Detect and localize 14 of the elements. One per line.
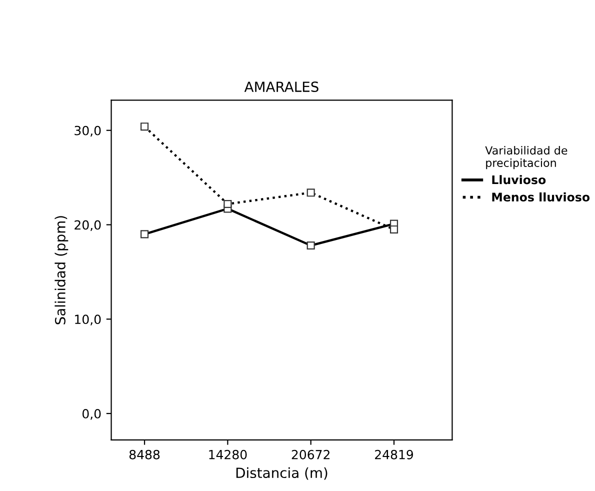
y-tick-label: 0,0 <box>82 408 101 420</box>
x-axis-title: Distancia (m) <box>236 467 328 480</box>
y-tick-label: 10,0 <box>75 314 101 326</box>
legend-label: Menos lluvioso <box>492 192 590 202</box>
x-tick-label: 14280 <box>209 450 247 460</box>
x-tick-label: 8488 <box>129 450 160 460</box>
legend-title: Variabilidad de precipitacion <box>485 146 568 170</box>
legend-label: Lluvioso <box>492 175 546 184</box>
x-tick-label: 20672 <box>292 450 330 460</box>
chart-title: AMARALES <box>244 82 318 92</box>
y-axis-title: Salinidad (ppm) <box>54 216 68 324</box>
y-tick-label: 20,0 <box>74 220 101 231</box>
x-tick-label: 24819 <box>375 450 413 460</box>
y-tick-label: 30,0 <box>74 126 101 137</box>
